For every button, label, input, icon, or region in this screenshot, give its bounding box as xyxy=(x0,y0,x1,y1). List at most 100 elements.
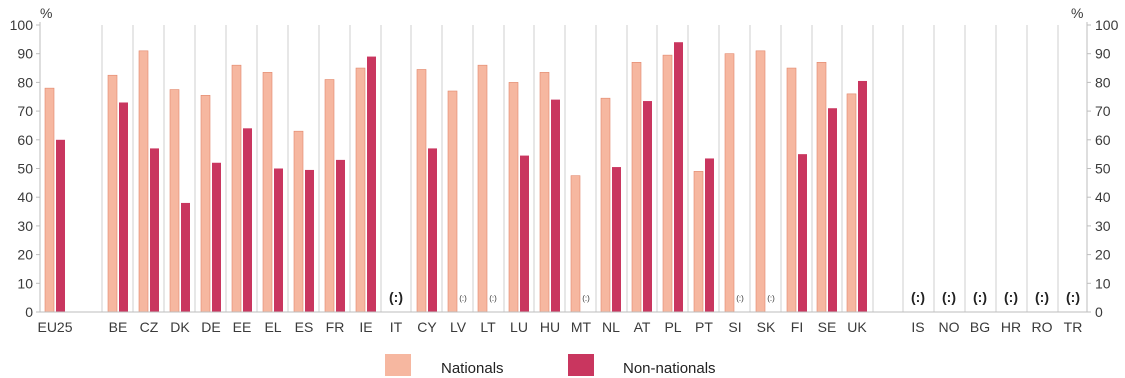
legend-label-non-nationals: Non-nationals xyxy=(623,360,716,377)
bar-nationals-at xyxy=(631,62,642,313)
bar-non-nationals-dk xyxy=(181,202,190,312)
x-tick-label-be: BE xyxy=(109,319,128,335)
y-tick-label-left: 60 xyxy=(17,132,33,148)
y-tick-label-right: 100 xyxy=(1095,17,1119,33)
y-tick-label-right: 30 xyxy=(1095,218,1111,234)
not-available-marker-no: (:) xyxy=(942,289,956,305)
not-available-marker-mt: (:) xyxy=(582,294,590,303)
not-available-marker-si: (:) xyxy=(736,294,744,303)
y-tick-label-right: 80 xyxy=(1095,74,1111,90)
y-tick-label-right: 50 xyxy=(1095,161,1111,177)
bar-nationals-sk xyxy=(755,50,766,313)
y-tick-label-left: 20 xyxy=(17,247,33,263)
bar-non-nationals-se xyxy=(828,108,837,312)
x-tick-label-si: SI xyxy=(728,319,741,335)
bar-nationals-fr xyxy=(324,79,335,313)
bar-nationals-es xyxy=(293,130,304,313)
legend-swatch-non-nationals xyxy=(568,354,594,376)
bar-nationals-pl xyxy=(662,54,673,313)
x-tick-label-el: EL xyxy=(264,319,281,335)
y-tick-label-right: 60 xyxy=(1095,132,1111,148)
bar-non-nationals-nl xyxy=(612,167,621,312)
x-tick-label-pt: PT xyxy=(695,319,713,335)
bar-nationals-el xyxy=(262,72,273,313)
bar-nationals-be xyxy=(107,74,118,313)
bar-non-nationals-lu xyxy=(520,155,529,312)
bar-nationals-se xyxy=(816,62,827,313)
bar-non-nationals-cy xyxy=(428,148,437,312)
bar-nationals-fi xyxy=(786,67,797,313)
x-tick-label-it: IT xyxy=(390,319,403,335)
bar-non-nationals-be xyxy=(119,102,128,313)
y-tick-label-left: 70 xyxy=(17,103,33,119)
x-tick-label-cy: CY xyxy=(417,319,437,335)
x-tick-label-bg: BG xyxy=(970,319,990,335)
not-available-marker-hr: (:) xyxy=(1004,289,1018,305)
not-available-marker-it: (:) xyxy=(389,289,403,305)
bar-non-nationals-pl xyxy=(674,42,683,312)
not-available-marker-lt: (:) xyxy=(489,294,497,303)
x-tick-label-tr: TR xyxy=(1064,319,1083,335)
y-tick-label-right: 0 xyxy=(1095,304,1103,320)
y-tick-label-left: 50 xyxy=(17,161,33,177)
bar-nationals-mt xyxy=(570,175,581,313)
y-tick-label-left: 40 xyxy=(17,189,33,205)
not-available-marker-ro: (:) xyxy=(1035,289,1049,305)
not-available-marker-sk: (:) xyxy=(767,294,775,303)
x-tick-label-ie: IE xyxy=(359,319,372,335)
bar-nationals-uk xyxy=(846,93,857,313)
bar-non-nationals-de xyxy=(212,162,221,312)
x-tick-label-es: ES xyxy=(295,319,314,335)
x-tick-label-lt: LT xyxy=(480,319,496,335)
x-tick-label-no: NO xyxy=(939,319,960,335)
y-tick-label-right: 40 xyxy=(1095,189,1111,205)
bar-non-nationals-eu25 xyxy=(56,139,65,312)
y-axis-unit-left: % xyxy=(40,5,52,21)
bar-nationals-cz xyxy=(138,50,149,313)
not-available-marker-lv: (:) xyxy=(459,294,467,303)
x-tick-label-is: IS xyxy=(911,319,924,335)
y-tick-label-left: 0 xyxy=(25,304,33,320)
y-tick-label-left: 10 xyxy=(17,275,33,291)
bar-layer: (:) (:) (:) (:) (:) (:) (:) (:) (:) (:) (:) (:) xyxy=(44,42,1080,313)
bar-non-nationals-at xyxy=(643,101,652,313)
x-tick-label-hu: HU xyxy=(540,319,560,335)
y-tick-label-left: 100 xyxy=(10,17,34,33)
bar-nationals-nl xyxy=(600,97,611,313)
bar-nationals-lt xyxy=(477,64,488,313)
not-available-marker-bg: (:) xyxy=(973,289,987,305)
x-tick-label-fi: FI xyxy=(791,319,803,335)
bar-nationals-pt xyxy=(693,171,704,313)
y-tick-label-left: 30 xyxy=(17,218,33,234)
x-tick-label-mt: MT xyxy=(571,319,592,335)
x-tick-label-hr: HR xyxy=(1001,319,1021,335)
bar-nationals-cy xyxy=(416,69,427,313)
x-tick-label-eu25: EU25 xyxy=(37,319,72,335)
bar-nationals-de xyxy=(200,95,211,313)
bar-non-nationals-es xyxy=(305,169,314,312)
x-tick-label-ro: RO xyxy=(1032,319,1053,335)
bar-nationals-dk xyxy=(169,89,180,313)
y-tick-label-right: 20 xyxy=(1095,247,1111,263)
bar-non-nationals-ie xyxy=(367,56,376,312)
y-axis-unit-right: % xyxy=(1071,5,1083,21)
bar-nationals-ie xyxy=(355,67,366,313)
y-tick-label-right: 10 xyxy=(1095,275,1111,291)
x-tick-label-uk: UK xyxy=(847,319,867,335)
axis-layer: 0 0 10 10 20 20 30 30 40 40 50 50 60 60 70 70 80 80 90 90 10… xyxy=(10,17,1119,335)
x-tick-label-at: AT xyxy=(634,319,651,335)
bar-non-nationals-ee xyxy=(243,128,252,312)
legend-label-nationals: Nationals xyxy=(441,360,504,377)
x-tick-label-pl: PL xyxy=(664,319,681,335)
grid-layer xyxy=(101,25,1059,312)
bar-non-nationals-el xyxy=(274,168,283,312)
bar-nationals-hu xyxy=(539,72,550,313)
x-tick-label-fr: FR xyxy=(326,319,345,335)
x-tick-label-se: SE xyxy=(818,319,837,335)
y-tick-label-left: 80 xyxy=(17,74,33,90)
bar-nationals-lv xyxy=(447,90,458,313)
bar-nationals-lu xyxy=(508,82,519,313)
y-tick-label-left: 90 xyxy=(17,46,33,62)
bar-nationals-si xyxy=(724,53,735,313)
not-available-marker-tr: (:) xyxy=(1066,289,1080,305)
